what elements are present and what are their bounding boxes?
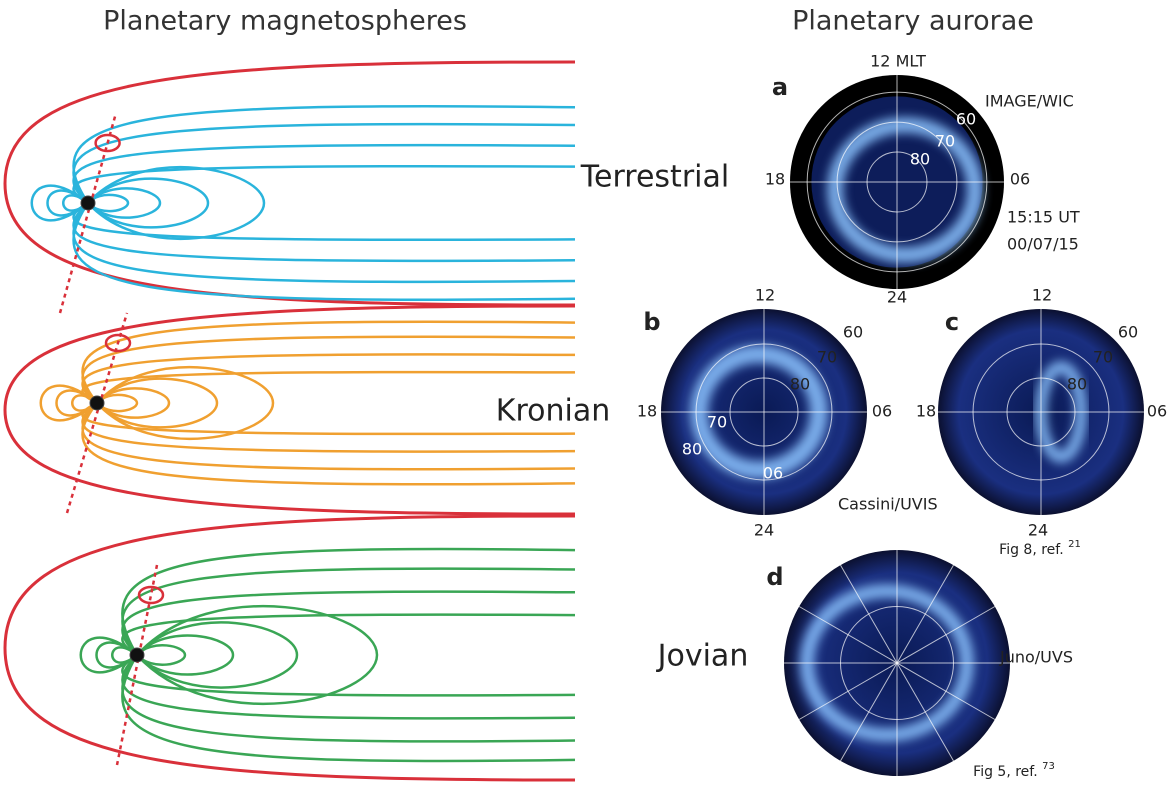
credit-text: Fig 5, ref. — [973, 764, 1038, 780]
planet — [89, 395, 105, 411]
label: 18 — [637, 402, 657, 421]
magnetopause — [3, 304, 576, 516]
panel-letter: a — [772, 73, 788, 101]
label: 18 — [916, 402, 936, 421]
field-line — [87, 177, 210, 229]
label: 12 MLT — [870, 52, 926, 71]
label: 70 — [707, 413, 727, 432]
field-line — [72, 105, 576, 204]
heading: Planetary aurorae — [792, 6, 1034, 37]
label: 12 — [755, 286, 775, 305]
label: 80 — [790, 375, 810, 394]
panel-letter: b — [643, 308, 660, 336]
field-line — [72, 202, 576, 301]
label: 00/07/15 — [1007, 235, 1079, 254]
credit-text: Fig 8, ref. — [999, 542, 1064, 558]
label: 80 — [1067, 375, 1087, 394]
field-line — [96, 365, 275, 441]
label: 70 — [1093, 348, 1113, 367]
label: 12 — [1032, 286, 1052, 305]
label: 06 — [872, 402, 892, 421]
aurora-images — [661, 75, 1144, 776]
field-line — [87, 165, 266, 241]
label: 70 — [935, 132, 955, 151]
label: 80 — [682, 440, 702, 459]
field-line — [81, 401, 576, 436]
field-line — [81, 353, 576, 404]
label: 06 — [1147, 402, 1167, 421]
label: 60 — [843, 323, 863, 342]
planet — [80, 195, 96, 211]
field-line — [72, 201, 576, 242]
field-line — [121, 590, 576, 656]
field-line — [81, 402, 576, 453]
field-line — [87, 187, 162, 219]
credit: Fig 5, ref. 73 — [973, 761, 1055, 780]
field-line — [81, 320, 576, 404]
spin-axis — [65, 312, 129, 514]
field-line — [72, 202, 576, 263]
field-line — [121, 613, 576, 657]
field-line — [79, 636, 138, 674]
planet-label: Terrestrial — [580, 160, 729, 195]
label: 80 — [910, 150, 930, 169]
label: 06 — [763, 464, 783, 483]
label: 18 — [765, 170, 785, 189]
field-line — [121, 547, 576, 656]
field-line — [136, 643, 187, 667]
field-line — [96, 377, 219, 429]
label: 15:15 UT — [1007, 208, 1080, 227]
planet-label: Kronian — [496, 394, 610, 429]
rotation-arrow — [104, 333, 132, 353]
field-line — [96, 393, 139, 413]
field-line — [121, 653, 576, 697]
grid-line — [798, 606, 996, 720]
label: 60 — [956, 110, 976, 129]
field-line — [72, 164, 576, 205]
field-line — [81, 370, 576, 405]
spin-axis — [58, 112, 118, 314]
field-line — [39, 384, 98, 422]
label: 70 — [817, 348, 837, 367]
label: 60 — [1118, 323, 1138, 342]
rotation-arrow — [94, 133, 121, 153]
field-line — [87, 193, 130, 213]
rotation-arrow — [137, 585, 165, 605]
heading: Planetary magnetospheres — [103, 6, 467, 37]
field-line — [121, 654, 576, 763]
label: Juno/UVS — [999, 648, 1073, 667]
planet — [129, 647, 145, 663]
label: 24 — [1028, 521, 1048, 540]
credit: Fig 8, ref. 21 — [999, 539, 1081, 558]
field-line — [136, 634, 235, 676]
label: IMAGE/WIC — [985, 92, 1074, 111]
field-line — [121, 654, 576, 720]
magnetopause — [3, 514, 576, 782]
credit-ref: 73 — [1042, 761, 1055, 772]
panel-letter: d — [766, 563, 783, 591]
spin-axis — [115, 564, 159, 766]
label: 24 — [754, 521, 774, 540]
panel-letter: c — [945, 308, 959, 336]
label: 06 — [1010, 170, 1030, 189]
label: Cassini/UVIS — [838, 495, 938, 514]
label: 24 — [887, 288, 907, 307]
field-line — [121, 654, 576, 743]
planet-label: Jovian — [656, 639, 749, 674]
field-line — [30, 184, 89, 222]
credit-ref: 21 — [1068, 539, 1081, 550]
field-line — [81, 402, 576, 486]
field-line — [121, 567, 576, 656]
field-line — [136, 604, 379, 706]
field-line — [96, 387, 171, 419]
magnetosphere-diagrams — [3, 60, 576, 782]
field-line — [72, 143, 576, 204]
field-line — [136, 621, 299, 689]
aurora-oval — [827, 117, 983, 263]
